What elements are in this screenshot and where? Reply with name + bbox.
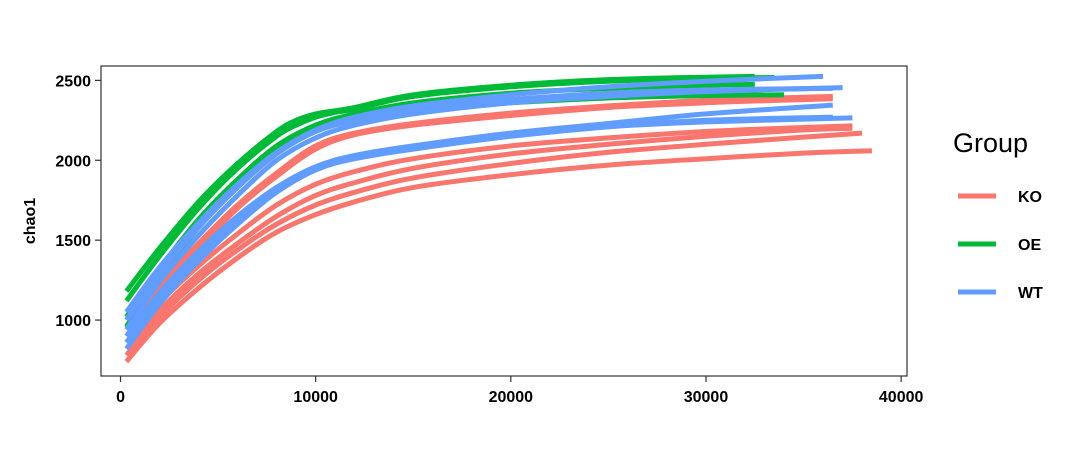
y-axis-title: chao1 [22, 198, 39, 244]
plot-panel-border [100, 65, 908, 377]
legend-item-ko: KO [958, 189, 1042, 206]
x-tick-label: 30000 [684, 389, 729, 406]
legend-label-ko: KO [1018, 189, 1042, 206]
series-line-wt-13 [124, 85, 843, 332]
y-tick-label: 1500 [55, 233, 91, 250]
series-line-ko-6 [124, 93, 833, 330]
legend-label-oe: OE [1018, 237, 1041, 254]
legend-title: Group [953, 128, 1028, 158]
series-line-wt-11 [124, 73, 824, 314]
series-line-ko-4 [124, 123, 853, 345]
series-line-ko-2 [124, 130, 863, 357]
legend-item-oe: OE [958, 237, 1041, 254]
y-tick-label: 2500 [55, 73, 91, 90]
legend-item-wt: WT [958, 285, 1043, 302]
series-line-ko-1 [124, 148, 872, 364]
x-tick-label: 40000 [879, 389, 924, 406]
series-line-ko-3 [124, 125, 853, 351]
x-tick-label: 10000 [293, 389, 338, 406]
series-line-wt-16 [124, 114, 833, 351]
x-tick-label: 20000 [489, 389, 534, 406]
axis-layer: 0 10000 20000 30000 40000 1000 1500 2000 2500 [55, 73, 923, 406]
series-line-wt-12 [124, 85, 833, 322]
series-layer [124, 73, 872, 364]
legend: Group KO OE WT [953, 128, 1043, 302]
y-tick-label: 1000 [55, 313, 91, 330]
legend-label-wt: WT [1018, 285, 1043, 302]
x-tick-label: 0 [116, 389, 125, 406]
legend-entries: KO OE WT [958, 189, 1043, 302]
y-tick-label: 2000 [55, 153, 91, 170]
series-line-oe-8 [124, 75, 775, 303]
